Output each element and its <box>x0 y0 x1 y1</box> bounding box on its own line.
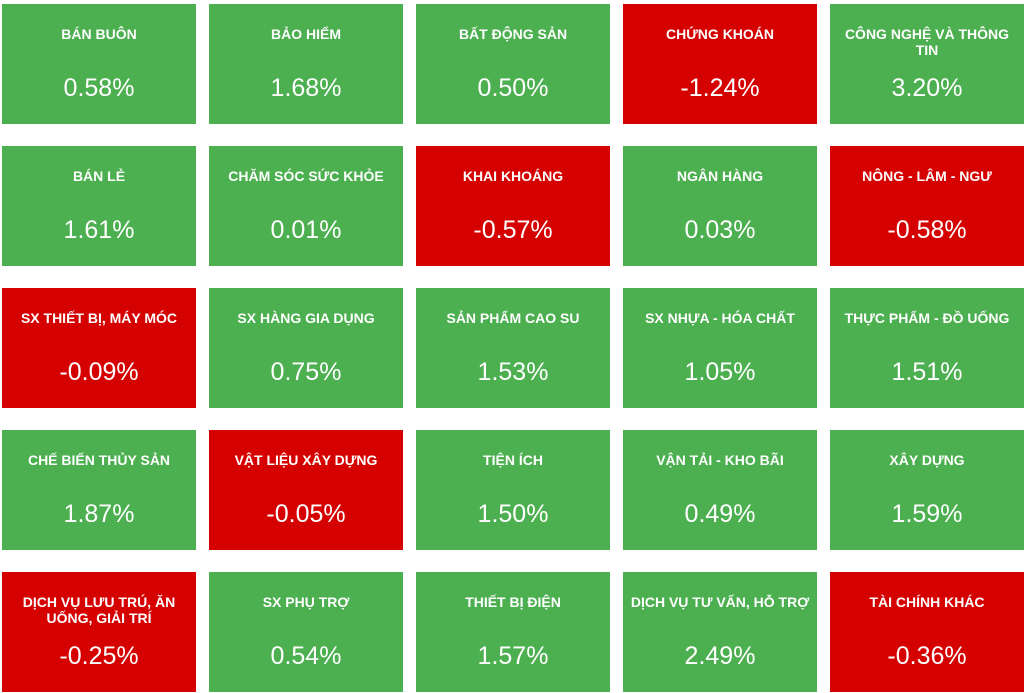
sector-name: TÀI CHÍNH KHÁC <box>869 594 985 610</box>
sector-change-value: -0.05% <box>266 500 346 528</box>
sector-name: VẬT LIỆU XÂY DỰNG <box>234 452 378 468</box>
sector-name: SX NHỰA - HÓA CHẤT <box>645 310 795 326</box>
sector-change-value: 1.05% <box>684 358 756 386</box>
sector-change-value: 0.58% <box>63 74 135 102</box>
sector-change-value: -0.57% <box>473 216 553 244</box>
sector-name: SX THIẾT BỊ, MÁY MÓC <box>20 310 178 326</box>
sector-tile: SX PHỤ TRỢ 0.54% <box>209 572 403 692</box>
sector-change-value: -0.09% <box>59 358 139 386</box>
sector-name: KHAI KHOÁNG <box>462 168 564 184</box>
sector-change-value: 0.54% <box>270 642 342 670</box>
sector-change-value: 0.49% <box>684 500 756 528</box>
sector-tile: DỊCH VỤ TƯ VẤN, HỖ TRỢ 2.49% <box>623 572 817 692</box>
sector-name: SX HÀNG GIA DỤNG <box>237 310 375 326</box>
sector-tile: VẬN TẢI - KHO BÃI 0.49% <box>623 430 817 550</box>
sector-tile: KHAI KHOÁNG -0.57% <box>416 146 610 266</box>
sector-change-value: 1.61% <box>63 216 135 244</box>
sector-tile: SẢN PHẨM CAO SU 1.53% <box>416 288 610 408</box>
sector-tile: THỰC PHẨM - ĐỒ UỐNG 1.51% <box>830 288 1024 408</box>
sector-change-value: 1.68% <box>270 74 342 102</box>
sector-change-value: -0.58% <box>887 216 967 244</box>
sector-change-value: 0.75% <box>270 358 342 386</box>
sector-name: THIẾT BỊ ĐIỆN <box>465 594 561 610</box>
sector-name: BẢO HIỂM <box>271 26 341 42</box>
sector-name: NÔNG - LÂM - NGƯ <box>862 168 992 184</box>
sector-tile: BÁN BUÔN 0.58% <box>2 4 196 124</box>
sector-tile: TÀI CHÍNH KHÁC -0.36% <box>830 572 1024 692</box>
sector-change-value: 0.50% <box>477 74 549 102</box>
sector-change-value: 2.49% <box>684 642 756 670</box>
sector-name: SX PHỤ TRỢ <box>262 594 350 610</box>
sector-change-value: 1.50% <box>477 500 549 528</box>
sector-tile: CÔNG NGHỆ VÀ THÔNG TIN 3.20% <box>830 4 1024 124</box>
sector-name: BÁN BUÔN <box>61 26 137 42</box>
sector-change-value: 0.01% <box>270 216 342 244</box>
sector-name: BÁN LẺ <box>72 168 126 184</box>
sector-change-value: 1.53% <box>477 358 549 386</box>
sector-change-value: 1.51% <box>891 358 963 386</box>
sector-tile: BẢO HIỂM 1.68% <box>209 4 403 124</box>
sector-tile: SX NHỰA - HÓA CHẤT 1.05% <box>623 288 817 408</box>
sector-name: DỊCH VỤ TƯ VẤN, HỖ TRỢ <box>630 594 810 610</box>
sector-tile: CHỨNG KHOÁN -1.24% <box>623 4 817 124</box>
sector-name: SẢN PHẨM CAO SU <box>446 310 580 326</box>
sector-name: CÔNG NGHỆ VÀ THÔNG TIN <box>844 26 1010 58</box>
sector-name: THỰC PHẨM - ĐỒ UỐNG <box>844 310 1010 326</box>
sector-tile: BẤT ĐỘNG SẢN 0.50% <box>416 4 610 124</box>
sector-name: VẬN TẢI - KHO BÃI <box>656 452 784 468</box>
sector-change-value: 1.59% <box>891 500 963 528</box>
sector-change-value: 1.87% <box>63 500 135 528</box>
sector-name: CHẾ BIẾN THỦY SẢN <box>27 452 171 468</box>
sector-name: CHĂM SÓC SỨC KHỎE <box>228 168 384 184</box>
sector-tile: BÁN LẺ 1.61% <box>2 146 196 266</box>
sector-change-value: 0.03% <box>684 216 756 244</box>
sector-name: CHỨNG KHOÁN <box>665 26 775 42</box>
sector-name: NGÂN HÀNG <box>676 168 764 184</box>
sector-change-value: -0.25% <box>59 642 139 670</box>
sector-name: XÂY DỰNG <box>889 452 965 468</box>
sector-tile: DỊCH VỤ LƯU TRÚ, ĂN UỐNG, GIẢI TRÍ -0.25% <box>2 572 196 692</box>
sector-name: DỊCH VỤ LƯU TRÚ, ĂN UỐNG, GIẢI TRÍ <box>22 594 176 626</box>
sector-tile: CHẾ BIẾN THỦY SẢN 1.87% <box>2 430 196 550</box>
sector-name: BẤT ĐỘNG SẢN <box>458 26 568 42</box>
sector-tile: NÔNG - LÂM - NGƯ -0.58% <box>830 146 1024 266</box>
sector-change-value: -0.36% <box>887 642 967 670</box>
sector-tile: SX THIẾT BỊ, MÁY MÓC -0.09% <box>2 288 196 408</box>
sector-tile: XÂY DỰNG 1.59% <box>830 430 1024 550</box>
sector-tile: TIỆN ÍCH 1.50% <box>416 430 610 550</box>
sector-tile: SX HÀNG GIA DỤNG 0.75% <box>209 288 403 408</box>
sector-change-value: -1.24% <box>680 74 760 102</box>
sector-change-value: 3.20% <box>891 74 963 102</box>
sector-tile: THIẾT BỊ ĐIỆN 1.57% <box>416 572 610 692</box>
sector-tile: NGÂN HÀNG 0.03% <box>623 146 817 266</box>
sector-name: TIỆN ÍCH <box>483 452 543 468</box>
sector-change-value: 1.57% <box>477 642 549 670</box>
sector-tile: CHĂM SÓC SỨC KHỎE 0.01% <box>209 146 403 266</box>
sector-tile: VẬT LIỆU XÂY DỰNG -0.05% <box>209 430 403 550</box>
